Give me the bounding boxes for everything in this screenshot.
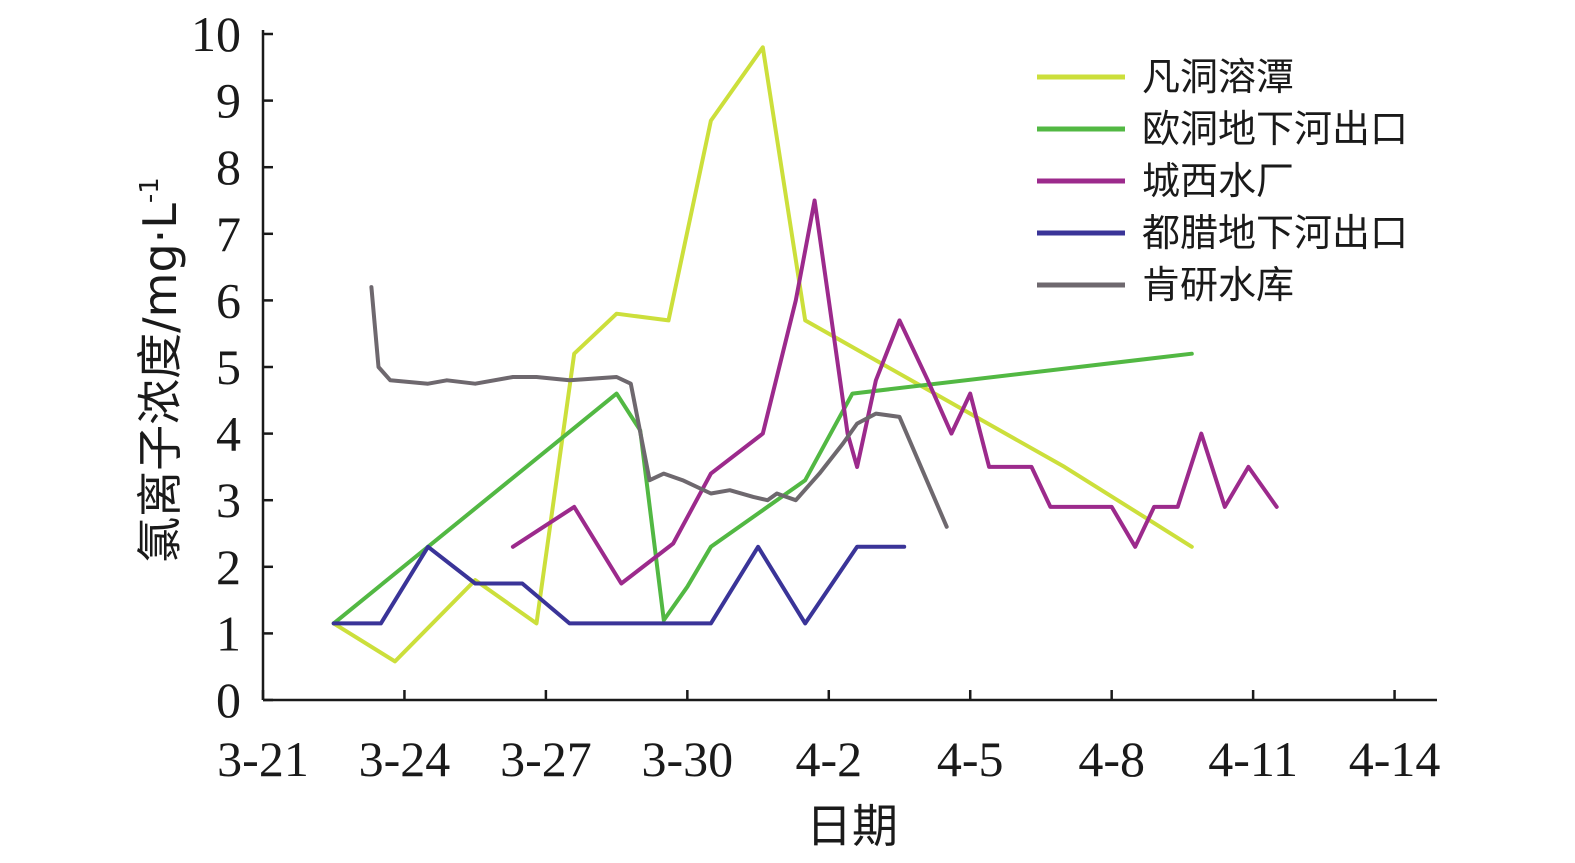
y-tick-label: 6 bbox=[216, 272, 241, 328]
y-tick-label: 8 bbox=[216, 139, 241, 195]
series-line-4 bbox=[331, 544, 907, 626]
x-tick-label: 4-14 bbox=[1349, 731, 1441, 787]
x-tick-label: 4-2 bbox=[795, 731, 862, 787]
x-tick-label: 4-5 bbox=[937, 731, 1004, 787]
x-axis-title: 日期 bbox=[806, 799, 898, 853]
y-axis-title-text: 氯离子浓度/mg·L bbox=[133, 203, 187, 563]
y-tick-label: 0 bbox=[216, 672, 241, 728]
legend-label: 欧洞地下河出口 bbox=[1142, 107, 1408, 151]
y-tick-label: 1 bbox=[216, 605, 241, 661]
x-tick-label: 4-11 bbox=[1208, 731, 1298, 787]
legend-label: 城西水厂 bbox=[1142, 159, 1294, 203]
y-tick-label: 5 bbox=[216, 339, 241, 395]
x-tick-label: 3-21 bbox=[217, 731, 309, 787]
legend-label: 都腊地下河出口 bbox=[1142, 211, 1408, 255]
series-line-2 bbox=[331, 351, 1194, 626]
y-tick-label: 4 bbox=[216, 406, 241, 462]
y-tick-label: 7 bbox=[216, 206, 241, 262]
x-tick-label: 3-30 bbox=[642, 731, 734, 787]
series-line-3 bbox=[510, 198, 1279, 586]
y-axis-title-superscript: -1 bbox=[135, 177, 165, 203]
x-tick-label: 4-8 bbox=[1078, 731, 1145, 787]
y-tick-label: 9 bbox=[216, 73, 241, 129]
x-tick-label: 3-24 bbox=[359, 731, 451, 787]
y-tick-label: 2 bbox=[216, 539, 241, 595]
x-tick-label: 3-27 bbox=[500, 731, 592, 787]
axes-layer bbox=[261, 30, 1437, 702]
legend-label: 肯研水库 bbox=[1142, 263, 1294, 307]
y-axis-title: 氯离子浓度/mg·L-1 bbox=[133, 177, 187, 563]
series-layer bbox=[331, 45, 1279, 664]
series-line-5 bbox=[369, 285, 949, 529]
legend-label: 凡洞溶潭 bbox=[1142, 55, 1294, 99]
y-tick-label: 10 bbox=[191, 6, 241, 62]
tick-labels-layer: 0 1 2 3 4 5 6 7 8 9 10 3-21 3-24 3-27 3-30 4-2 4-5 4-8 4-1… bbox=[191, 6, 1440, 787]
series-line-1 bbox=[331, 45, 1194, 664]
y-tick-label: 3 bbox=[216, 472, 241, 528]
